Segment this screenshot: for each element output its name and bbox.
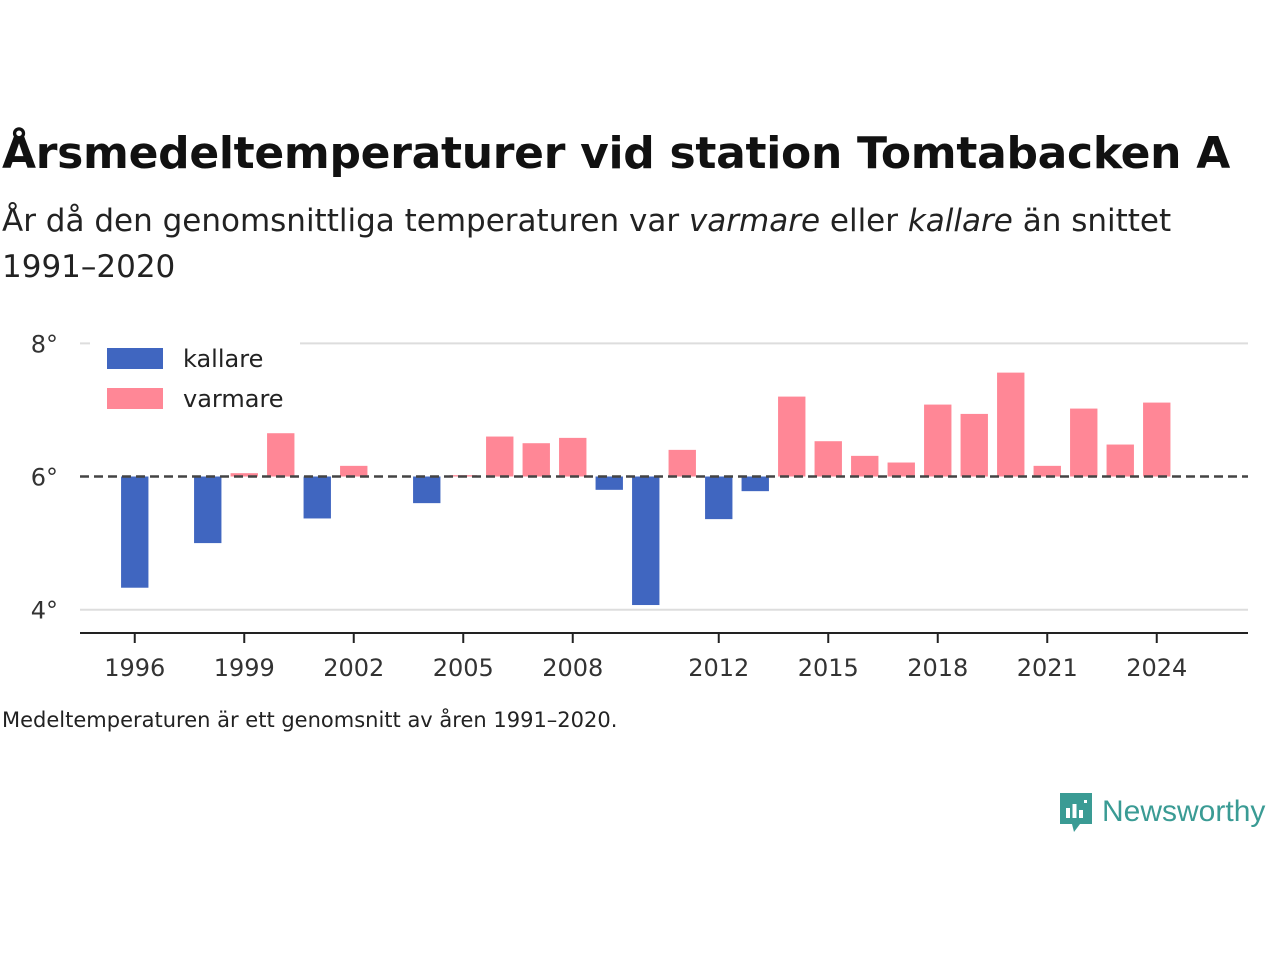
bar-varmare-2014 [778, 396, 806, 477]
bar-varmare-2007 [522, 443, 550, 477]
x-tick-label: 1999 [214, 654, 275, 682]
brand-name: Newsworthy [1102, 795, 1266, 828]
bar-kallare-2009 [595, 476, 623, 490]
y-tick-label: 8° [31, 330, 58, 358]
bar-varmare-2006 [486, 436, 514, 477]
legend-swatch-varmare [107, 388, 163, 409]
subtitle-cold: kallare [907, 203, 1013, 239]
bar-varmare-1999 [230, 473, 258, 477]
bar-kallare-2012 [705, 476, 733, 520]
legend-swatch-kallare [107, 348, 163, 369]
x-tick-label: 2015 [798, 654, 859, 682]
bar-kallare-1996 [121, 476, 149, 588]
bar-varmare-2018 [924, 404, 952, 477]
bar-varmare-2002 [340, 465, 368, 477]
bar-chart: 4° 6° 8° 1996 1999 2002 2005 2008 2012 2015 2018 20… [31, 330, 1248, 682]
x-tick-label: 2021 [1017, 654, 1078, 682]
x-tick-label: 2002 [323, 654, 384, 682]
bar-kallare-2001 [303, 476, 331, 519]
chart-subtitle: År då den genomsnittliga temperaturen va… [2, 198, 1222, 290]
legend-label-kallare: kallare [183, 345, 263, 373]
legend-label-varmare: varmare [183, 385, 284, 413]
bar-varmare-2020 [997, 372, 1025, 477]
bar-varmare-2015 [814, 441, 842, 477]
bar-varmare-2011 [668, 449, 696, 477]
bar-varmare-2000 [267, 433, 295, 477]
bar-varmare-2022 [1070, 408, 1098, 477]
bar-varmare-2021 [1033, 465, 1061, 477]
x-tick-label: 2024 [1126, 654, 1187, 682]
y-tick-label: 6° [31, 464, 58, 492]
newsworthy-logo-icon [1060, 793, 1092, 832]
bar-kallare-2013 [741, 476, 769, 492]
bar-varmare-2017 [887, 462, 915, 477]
x-tick-label: 2008 [542, 654, 603, 682]
bar-kallare-2010 [632, 476, 660, 606]
bar-varmare-2008 [559, 437, 587, 477]
subtitle-post: än snittet 1991–2020 [2, 203, 1172, 285]
y-tick-label: 4° [31, 597, 58, 625]
bar-varmare-2016 [851, 455, 879, 477]
x-tick-label: 2005 [433, 654, 494, 682]
subtitle-warm: varmare [688, 203, 821, 239]
bar-varmare-2024 [1143, 402, 1171, 477]
bar-varmare-2023 [1106, 444, 1134, 477]
subtitle-pre: År då den genomsnittliga temperaturen va… [2, 203, 689, 239]
bar-varmare-2019 [960, 413, 988, 477]
x-tick-label: 2018 [907, 654, 968, 682]
bar-kallare-2004 [413, 476, 441, 504]
bar-kallare-1998 [194, 476, 222, 544]
x-tick-label: 1996 [104, 654, 165, 682]
chart-title: Årsmedeltemperaturer vid station Tomtaba… [2, 128, 1230, 179]
subtitle-mid: eller [820, 203, 908, 239]
footnote: Medeltemperaturen är ett genomsnitt av å… [2, 708, 618, 732]
x-tick-label: 2012 [688, 654, 749, 682]
brand-logo: Newsworthy [1058, 790, 1265, 834]
